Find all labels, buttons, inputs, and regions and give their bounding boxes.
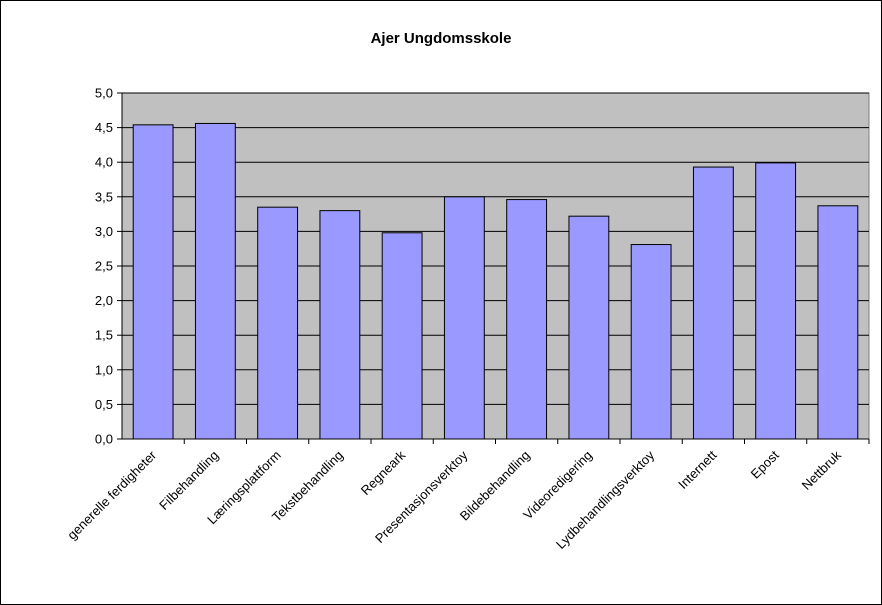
bar[interactable] <box>382 233 422 439</box>
bar[interactable] <box>133 125 173 439</box>
x-tick-label: Regneark <box>358 447 409 498</box>
y-tick-label: 4,5 <box>95 120 113 135</box>
chart-title: Ajer Ungdomsskole <box>371 30 512 47</box>
x-tick-label: Filbehandling <box>156 448 221 513</box>
bar[interactable] <box>258 207 298 439</box>
bar[interactable] <box>569 216 609 439</box>
bar[interactable] <box>195 123 235 439</box>
y-tick-label: 1,5 <box>95 328 113 343</box>
x-tick-label: generelle ferdigheter <box>64 447 159 542</box>
x-tick-label: Internett <box>675 447 720 492</box>
y-tick-label: 4,0 <box>95 155 113 170</box>
x-tick-label: Epost <box>748 447 782 481</box>
bar[interactable] <box>756 163 796 439</box>
bar[interactable] <box>444 197 484 439</box>
bar[interactable] <box>818 206 858 439</box>
y-tick-label: 0,5 <box>95 397 113 412</box>
y-tick-label: 3,0 <box>95 224 113 239</box>
y-tick-label: 0,0 <box>95 432 113 447</box>
y-tick-label: 3,5 <box>95 189 113 204</box>
bar[interactable] <box>320 211 360 439</box>
bar[interactable] <box>631 245 671 439</box>
y-tick-label: 5,0 <box>95 86 113 101</box>
y-tick-labels: 0,0 0,5 1,0 1,5 2,0 2,5 3,0 3,5 4,0 4,5 5,0 <box>95 86 122 447</box>
y-tick-label: 2,5 <box>95 259 113 274</box>
bar[interactable] <box>693 167 733 439</box>
bar[interactable] <box>507 200 547 439</box>
x-tick-label: Nettbruk <box>799 447 845 493</box>
x-tick-labels: generelle ferdigheterFilbehandlingLæring… <box>64 447 844 552</box>
y-tick-label: 2,0 <box>95 293 113 308</box>
y-tick-label: 1,0 <box>95 362 113 377</box>
